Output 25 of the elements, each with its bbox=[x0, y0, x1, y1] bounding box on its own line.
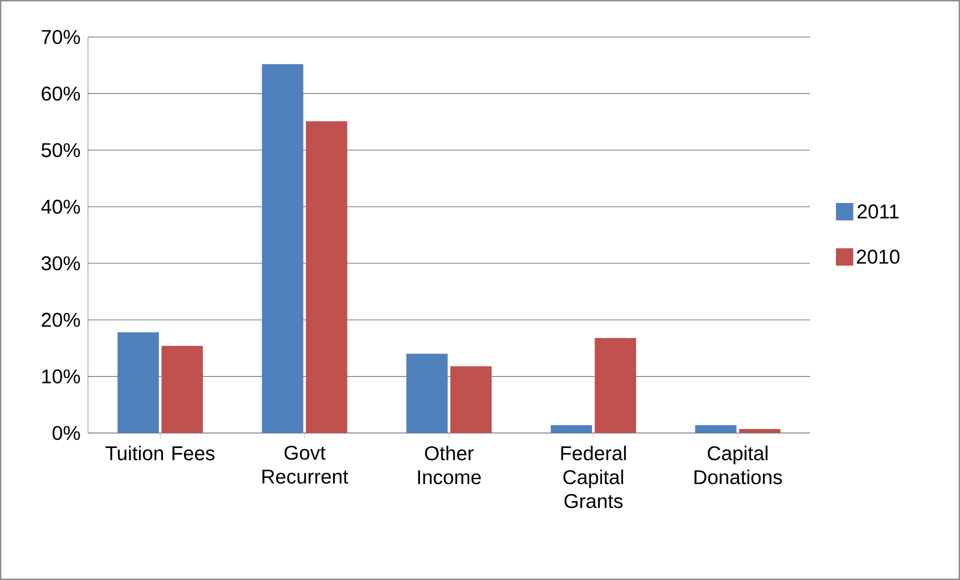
y-tick-label: 70% bbox=[42, 30, 80, 44]
x-tick-label: Other Income bbox=[418, 446, 481, 484]
x-tick-label: Tuition Fees bbox=[106, 446, 214, 460]
x-tick-label: Govt Recurrent bbox=[262, 446, 348, 484]
y-tick-label: 0% bbox=[52, 426, 80, 440]
y-tick-label: 10% bbox=[42, 369, 80, 384]
bar bbox=[118, 332, 159, 434]
bar bbox=[695, 425, 736, 434]
bar bbox=[162, 346, 203, 434]
y-tick-label: 60% bbox=[42, 86, 80, 101]
y-tick-label: 40% bbox=[41, 200, 80, 214]
legend-label: 2011 bbox=[858, 204, 899, 219]
x-tick-label: Capital Donations bbox=[694, 446, 782, 484]
bar bbox=[594, 338, 636, 434]
bar bbox=[306, 121, 348, 434]
y-tick-label: 20% bbox=[42, 312, 80, 327]
bar bbox=[739, 429, 780, 434]
legend-label: 2010 bbox=[856, 250, 900, 264]
x-tick-label: Federal Capital Grants bbox=[561, 446, 626, 508]
bar bbox=[550, 425, 592, 434]
y-tick-label: 50% bbox=[42, 143, 80, 158]
bar bbox=[262, 64, 304, 434]
bar bbox=[450, 366, 492, 434]
bar bbox=[406, 354, 448, 434]
y-tick-label: 30% bbox=[42, 256, 80, 270]
